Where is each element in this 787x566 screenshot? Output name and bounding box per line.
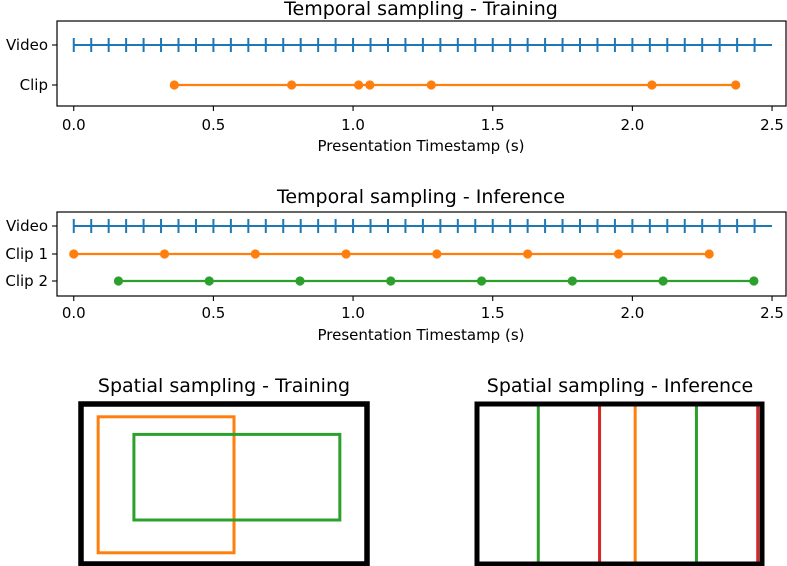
video-frame-box [474, 401, 765, 566]
clip-sample-point [287, 80, 297, 90]
row-label: Clip [20, 76, 48, 94]
clip-sample-point [613, 249, 624, 259]
clip-sample-point [365, 80, 375, 90]
x-tick-label: 2.0 [620, 116, 644, 134]
clip-sample-point [113, 276, 124, 286]
x-tick-label: 1.5 [481, 116, 505, 134]
row-label: Video [6, 36, 48, 54]
green-crop-box [536, 402, 698, 566]
temporal-training-title: Temporal sampling - Training [283, 0, 558, 20]
clip-sample-point [386, 276, 396, 286]
video-frame-box [78, 401, 370, 566]
row-label: Video [6, 217, 48, 235]
x-tick-label: 2.5 [760, 116, 784, 134]
x-tick-label: 0.0 [62, 304, 86, 322]
clip-sample-point [749, 276, 759, 286]
clip-sample-point [476, 276, 487, 286]
temporal-inference-rows: Video Clip 1 Clip 2 [5, 217, 57, 290]
row-label: Clip 1 [5, 245, 48, 263]
spatial-training-panel: Spatial sampling - Training [78, 375, 370, 566]
orange-crop-box [96, 415, 236, 555]
temporal-inference-title: Temporal sampling - Inference [276, 186, 565, 208]
x-tick-label: 1.0 [341, 116, 365, 134]
temporal-training-xticks: 0.0 0.5 1.0 1.5 2.0 2.5 [62, 106, 784, 134]
clip-sample-point [169, 80, 179, 90]
clip-sample-point [295, 276, 305, 286]
x-tick-label: 1.5 [481, 304, 505, 322]
clip-sample-point [731, 80, 741, 90]
temporal-training-rows: Video Clip [6, 36, 57, 94]
x-tick-label: 2.0 [620, 304, 644, 322]
clip-sample-point [567, 276, 577, 286]
temporal-inference-panel: Temporal sampling - Inference Presentati… [5, 186, 787, 344]
clip-sample-point [159, 249, 170, 259]
temporal-training-axes [56, 20, 787, 107]
spatial-training-crops [78, 401, 370, 566]
clip-sample-point [432, 249, 442, 259]
green-crop-box [132, 432, 342, 522]
x-tick-label: 0.0 [62, 116, 86, 134]
temporal-inference-xticks: 0.0 0.5 1.0 1.5 2.0 2.5 [62, 296, 784, 322]
temporal-training-panel: Temporal sampling - Training Presentatio… [6, 0, 787, 155]
clip-sample-point [341, 249, 351, 259]
spatial-training-title: Spatial sampling - Training [98, 375, 350, 397]
x-tick-label: 2.5 [760, 304, 784, 322]
red-crop-box [598, 402, 760, 566]
clip-sample-point [426, 80, 436, 90]
row-label: Clip 2 [5, 272, 48, 290]
spatial-inference-crops [474, 401, 765, 566]
temporal-training-xlabel: Presentation Timestamp (s) [318, 137, 525, 155]
clip-sample-point [704, 249, 714, 259]
orange-crop-box [475, 402, 637, 566]
clip-sample-point [658, 276, 668, 286]
clip-sample-point [523, 249, 533, 259]
clip-sample-point [354, 80, 364, 90]
clip-sample-point [69, 249, 79, 259]
temporal-inference-marks [69, 219, 773, 286]
spatial-inference-title: Spatial sampling - Inference [487, 375, 753, 397]
spatial-inference-panel: Spatial sampling - Inference [474, 375, 765, 566]
clip-sample-point [250, 249, 260, 259]
clip-sample-point [204, 276, 214, 286]
clip-sample-point [647, 80, 657, 90]
x-tick-label: 0.5 [201, 304, 225, 322]
temporal-inference-xlabel: Presentation Timestamp (s) [318, 326, 525, 344]
x-tick-label: 0.5 [201, 116, 225, 134]
temporal-training-marks [72, 38, 773, 90]
x-tick-label: 1.0 [341, 304, 365, 322]
